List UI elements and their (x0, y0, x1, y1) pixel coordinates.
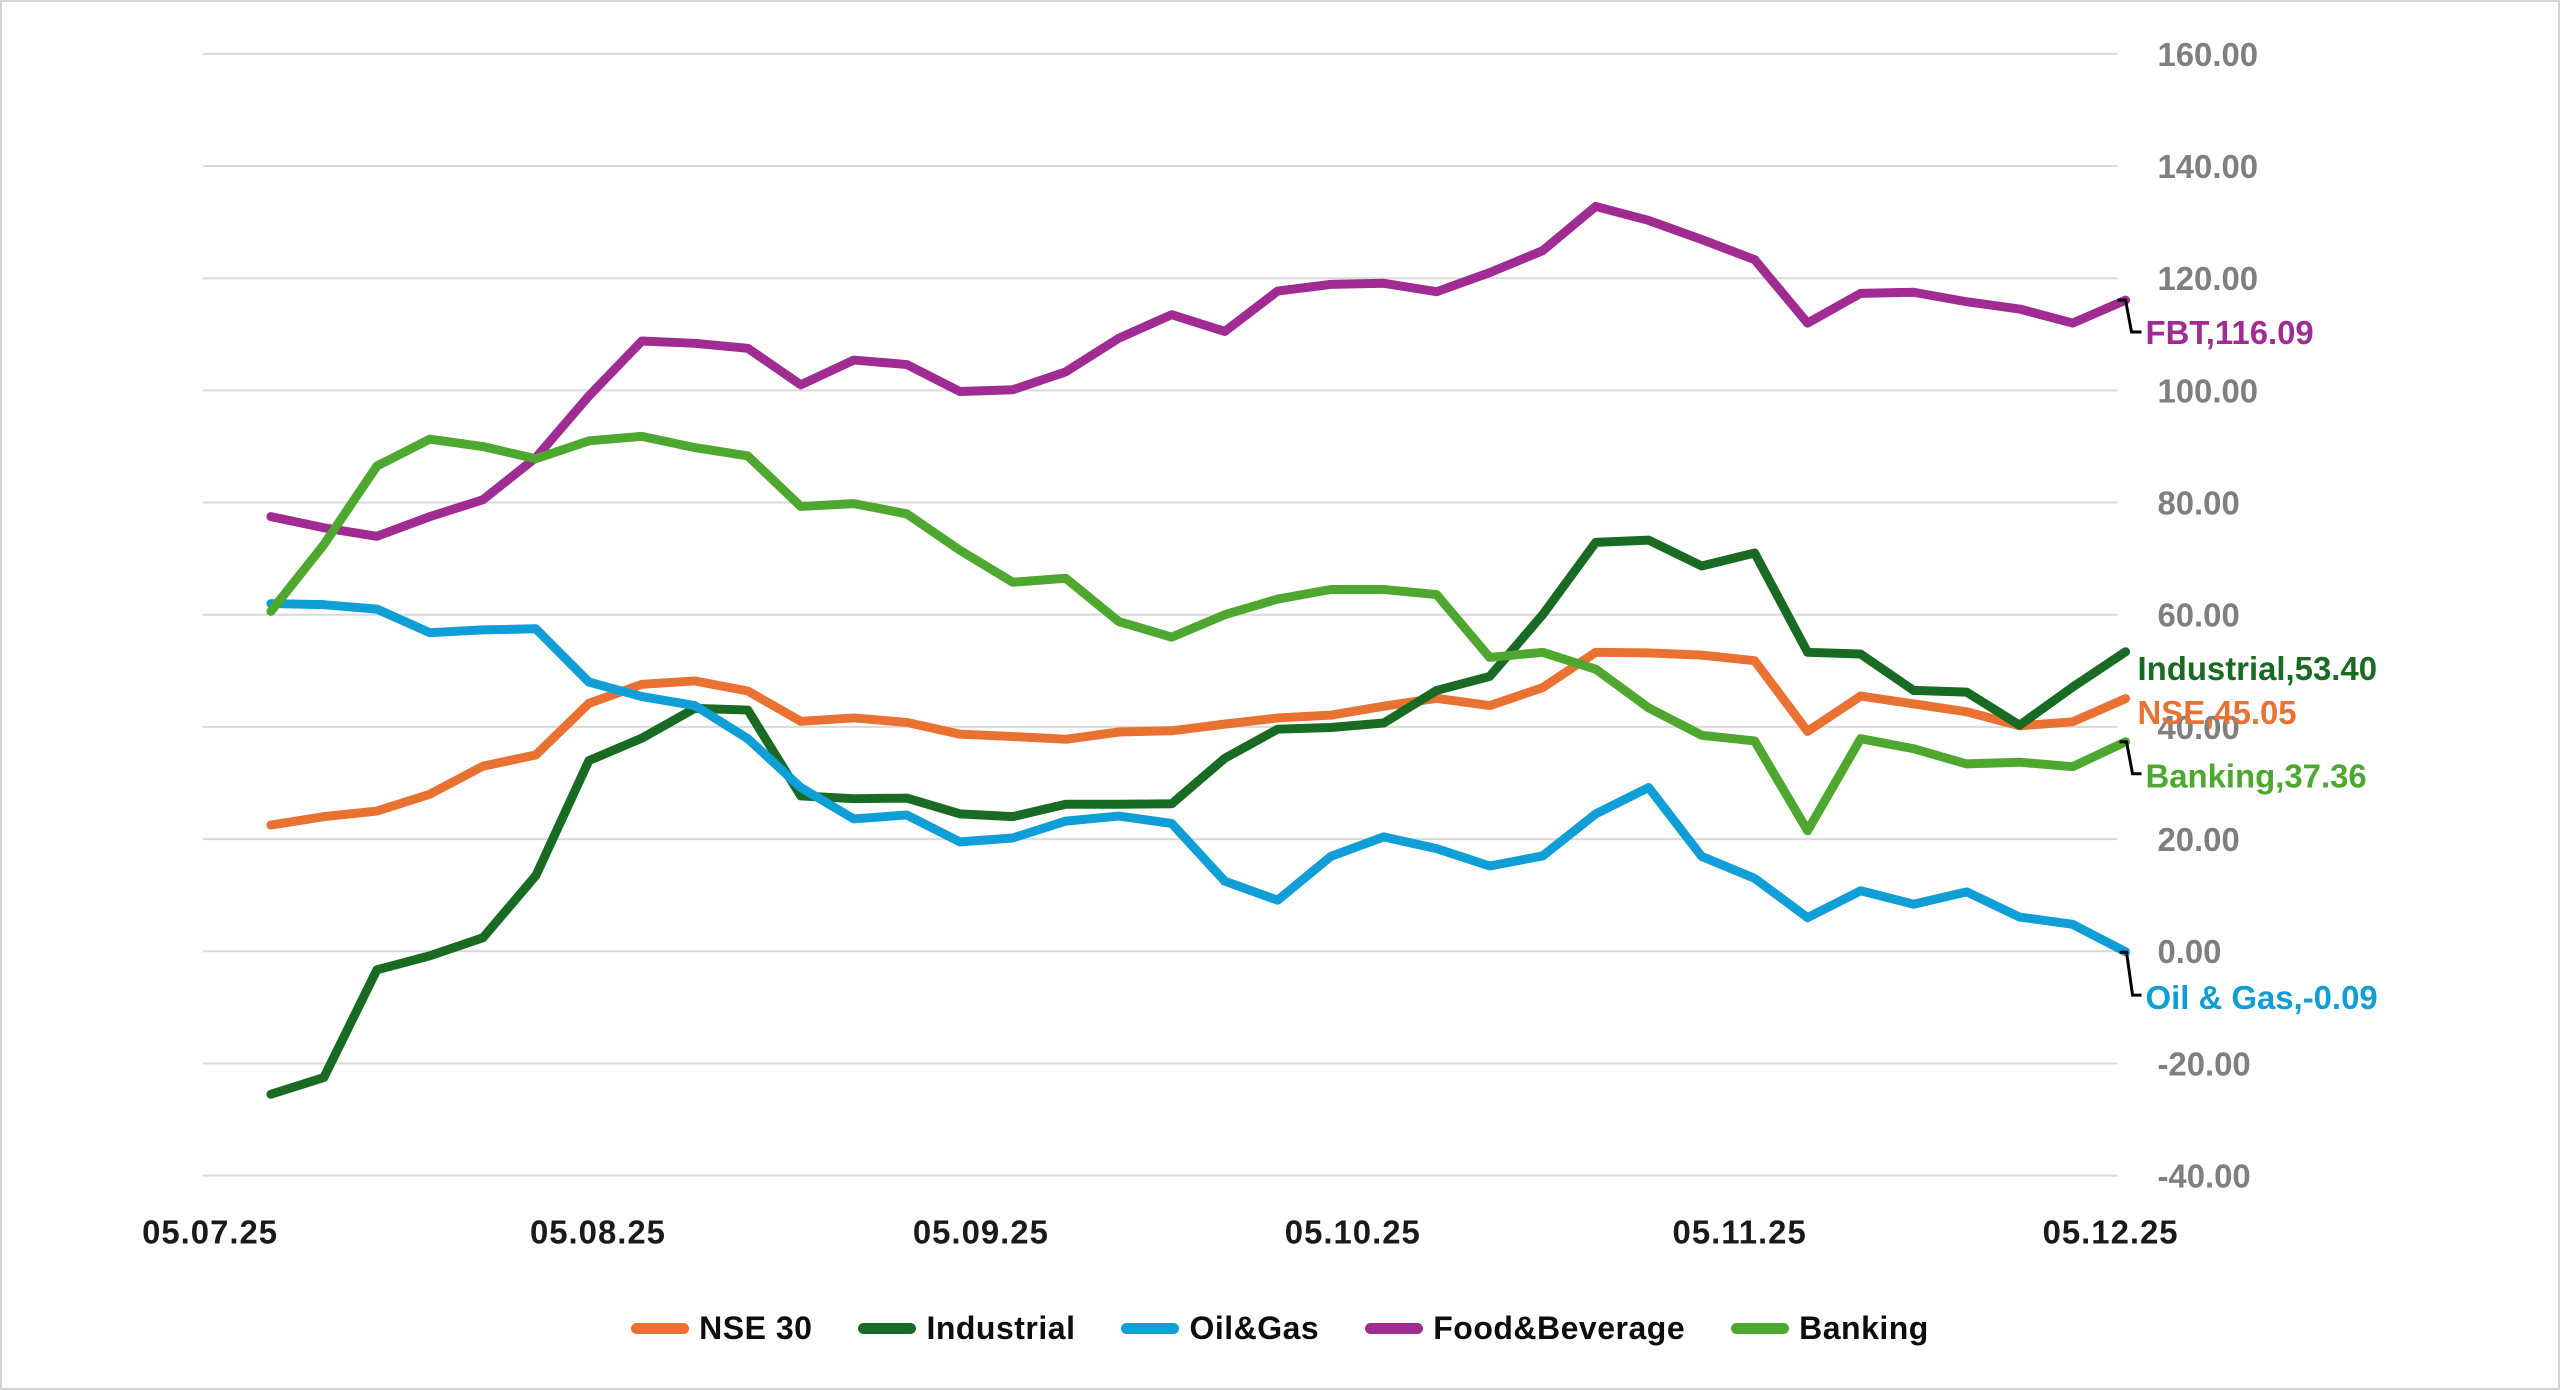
legend-label-food-beverage: Food&Beverage (1433, 1310, 1686, 1346)
series-end-label-banking: Banking,37.36 (2146, 758, 2367, 795)
leader-line-food-beverage (2117, 298, 2142, 334)
series-line-oil-gas (266, 599, 2131, 957)
legend-item-nse-30: NSE 30 (631, 1310, 812, 1347)
y-tick-label-40: 40.00 (2157, 709, 2239, 746)
series-line-industrial (266, 535, 2131, 1099)
series-end-label-nse-30: NSE,45.05 (2138, 694, 2297, 731)
legend-label-oil-gas: Oil&Gas (1189, 1310, 1320, 1346)
y-tick-label-100: 100.00 (2157, 372, 2258, 409)
series-line-food-beverage (266, 201, 2131, 541)
series-end-label-food-beverage: FBT,116.09 (2146, 314, 2314, 351)
x-tick-label-05-10-25: 05.10.25 (1285, 1213, 1421, 1250)
series-end-label-oil-gas: Oil & Gas,-0.09 (2146, 979, 2378, 1016)
x-tick-label-05-12-25: 05.12.25 (2043, 1213, 2179, 1250)
y-tick-label-80: 80.00 (2157, 485, 2239, 522)
legend-item-industrial: Industrial (858, 1310, 1075, 1347)
series-layer (266, 201, 2131, 1099)
y-tick-label--40: -40.00 (2157, 1158, 2250, 1195)
chart-legend: NSE 30 Industrial Oil&Gas Food&Beverage Bank… (2, 1310, 2558, 1347)
axis-label-layer: 160.00 140.00 120.00 100.00 80.00 60.00 40.00 2… (142, 36, 2258, 1251)
x-tick-label-05-09-25: 05.09.25 (913, 1213, 1049, 1250)
x-tick-label-05-08-25: 05.08.25 (530, 1213, 666, 1250)
series-end-label-industrial: Industrial,53.40 (2138, 650, 2377, 687)
x-tick-label-05-07-25: 05.07.25 (142, 1213, 278, 1250)
legend-label-nse-30: NSE 30 (699, 1310, 813, 1346)
legend-label-banking: Banking (1799, 1310, 1929, 1346)
legend-item-food-beverage: Food&Beverage (1365, 1310, 1685, 1347)
y-tick-label-20: 20.00 (2157, 821, 2239, 858)
x-tick-label-05-11-25: 05.11.25 (1673, 1213, 1807, 1250)
y-tick-label-160: 160.00 (2157, 36, 2258, 73)
gridline-layer (203, 52, 2118, 1177)
legend-swatch-banking (1731, 1323, 1790, 1334)
legend-swatch-industrial (858, 1323, 917, 1334)
y-tick-label-0: 0.00 (2157, 933, 2221, 970)
legend-item-banking: Banking (1731, 1310, 1929, 1347)
legend-swatch-nse-30 (631, 1323, 690, 1334)
y-tick-label-120: 120.00 (2157, 260, 2258, 297)
legend-swatch-food-beverage (1365, 1323, 1424, 1334)
y-tick-label-60: 60.00 (2157, 597, 2239, 634)
series-line-banking (266, 431, 2131, 836)
leader-line-oil-gas (2119, 950, 2142, 997)
legend-swatch-oil-gas (1121, 1323, 1180, 1334)
y-tick-label-140: 140.00 (2157, 148, 2258, 185)
legend-label-industrial: Industrial (926, 1310, 1076, 1346)
y-tick-label--20: -20.00 (2157, 1045, 2250, 1082)
legend-item-oil-gas: Oil&Gas (1121, 1310, 1319, 1347)
series-end-label-layer: FBT,116.09 Industrial,53.40 NSE,45.05 Banki… (2117, 298, 2378, 1016)
series-line-nse-30 (266, 647, 2131, 830)
leader-line-banking (2119, 740, 2142, 776)
